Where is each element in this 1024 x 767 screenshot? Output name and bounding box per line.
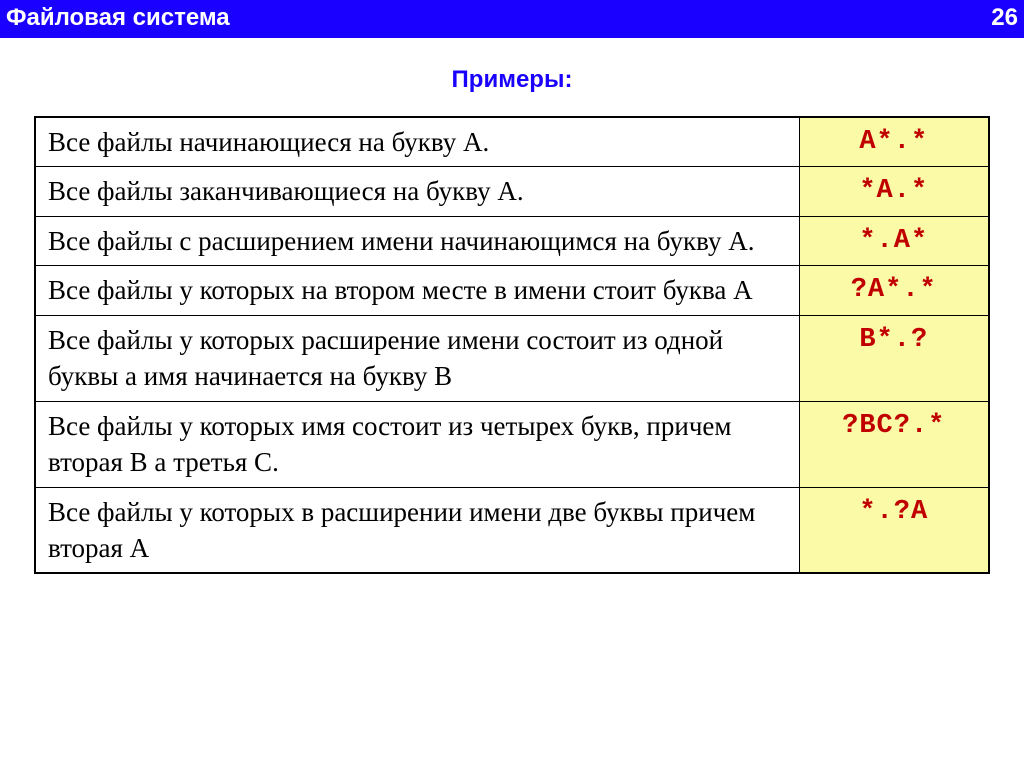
table-row: Все файлы у которых расширение имени сос… — [35, 315, 989, 401]
slide-number: 26 — [991, 4, 1018, 32]
description-cell: Все файлы у которых на втором месте в им… — [35, 266, 799, 315]
section-subtitle: Примеры: — [0, 66, 1024, 94]
slide-title: Файловая система — [6, 4, 230, 32]
description-cell: Все файлы у которых в расширении имени д… — [35, 487, 799, 573]
description-cell: Все файлы у которых расширение имени сос… — [35, 315, 799, 401]
table-row: Все файлы у которых на втором месте в им… — [35, 266, 989, 315]
pattern-cell: ?BC?.* — [799, 401, 989, 487]
slide-header: Файловая система 26 — [0, 0, 1024, 38]
description-cell: Все файлы с расширением имени начинающим… — [35, 216, 799, 265]
pattern-cell: B*.? — [799, 315, 989, 401]
pattern-cell: *.A* — [799, 216, 989, 265]
examples-table: Все файлы начинающиеся на букву А. A*.* … — [34, 116, 990, 574]
examples-tbody: Все файлы начинающиеся на букву А. A*.* … — [35, 117, 989, 573]
table-row: Все файлы с расширением имени начинающим… — [35, 216, 989, 265]
table-row: Все файлы у которых в расширении имени д… — [35, 487, 989, 573]
pattern-cell: A*.* — [799, 117, 989, 167]
table-container: Все файлы начинающиеся на букву А. A*.* … — [0, 116, 1024, 574]
pattern-cell: ?A*.* — [799, 266, 989, 315]
description-cell: Все файлы заканчивающиеся на букву А. — [35, 167, 799, 216]
table-row: Все файлы заканчивающиеся на букву А. *A… — [35, 167, 989, 216]
pattern-cell: *A.* — [799, 167, 989, 216]
description-cell: Все файлы начинающиеся на букву А. — [35, 117, 799, 167]
table-row: Все файлы начинающиеся на букву А. A*.* — [35, 117, 989, 167]
description-cell: Все файлы у которых имя состоит из четыр… — [35, 401, 799, 487]
pattern-cell: *.?A — [799, 487, 989, 573]
table-row: Все файлы у которых имя состоит из четыр… — [35, 401, 989, 487]
